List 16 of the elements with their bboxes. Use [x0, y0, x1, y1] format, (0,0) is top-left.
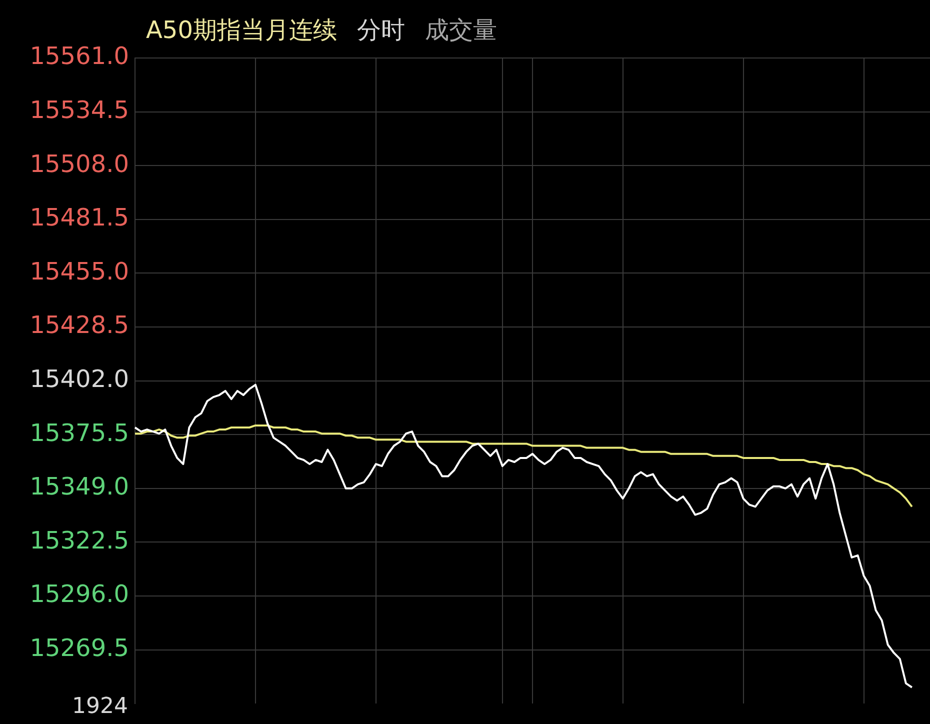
- y-tick-label: 15508.0: [30, 150, 129, 178]
- y-tick-label: 15481.5: [30, 204, 129, 232]
- y-tick-label: 15402.0: [30, 365, 129, 394]
- chart-title: A50期指当月连续: [146, 15, 337, 46]
- y-tick-label: 15534.5: [30, 96, 129, 124]
- y-tick-label: 15561.0: [30, 42, 129, 70]
- y-tick-label: 15455.0: [30, 257, 129, 286]
- y-tick-label: 15322.5: [30, 526, 129, 554]
- y-tick-label: 15296.0: [30, 580, 129, 608]
- y-tick-label: 15269.5: [30, 634, 129, 662]
- y-tick-label: 15375.5: [30, 418, 129, 447]
- text: 分时: [356, 15, 405, 46]
- y-tick-label: 15428.5: [30, 311, 129, 340]
- text: 成交量: [424, 15, 497, 46]
- y-tick-label: 15349.0: [30, 472, 129, 501]
- text: 1924: [72, 694, 128, 719]
